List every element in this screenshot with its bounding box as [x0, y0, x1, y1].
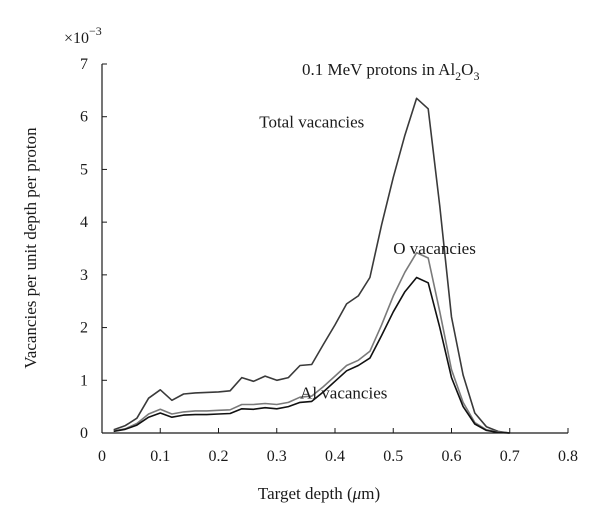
annotation-al-vacancies: Al vacancies: [300, 384, 387, 403]
chart-title-sub2: 3: [473, 69, 479, 83]
annotation-o-vacancies: O vacancies: [393, 239, 476, 258]
chart-title-mid: O: [461, 60, 473, 79]
x-axis-label-suffix: m): [361, 484, 380, 503]
x-tick-label: 0.3: [267, 448, 287, 465]
y-tick-label: 4: [80, 214, 88, 231]
x-tick-label: 0: [98, 448, 106, 465]
annotations: Total vacancies O vacancies Al vacancies: [259, 112, 476, 402]
x-tick-label: 0.6: [442, 448, 462, 465]
y-tick-label: 0: [80, 425, 88, 442]
x-tick-label: 0.1: [150, 448, 170, 465]
x-axis-label-mu: μ: [352, 484, 362, 503]
x-tick-label: 0.7: [500, 448, 520, 465]
plot-lines: [113, 97, 510, 434]
x-tick-label: 0.2: [209, 448, 229, 465]
x-tick-label: 0.4: [325, 448, 345, 465]
annotation-total-vacancies: Total vacancies: [259, 112, 364, 131]
series-line-o-vacancies: [113, 251, 510, 434]
y-multiplier-base: ×10: [64, 30, 89, 47]
y-tick-label: 3: [80, 267, 88, 284]
x-tick-label: 0.8: [558, 448, 578, 465]
y-multiplier-exponent: −3: [89, 24, 102, 38]
series-line-total-vacancies: [113, 97, 510, 434]
x-axis-label: Target depth (μm): [258, 484, 380, 503]
series-line-al-vacancies: [113, 276, 510, 434]
y-multiplier-label: ×10−3: [64, 24, 102, 47]
y-tick-label: 7: [80, 56, 88, 73]
chart-title: 0.1 MeV protons in Al2O3: [302, 60, 479, 83]
y-tick-label: 1: [80, 372, 88, 389]
x-ticks: 0 0.1 0.2 0.3 0.4 0.5 0.6 0.7 0.8: [98, 428, 578, 465]
y-tick-label: 2: [80, 320, 88, 337]
chart-title-sub1: 2: [455, 69, 461, 83]
y-axis-label: Vacancies per unit depth per proton: [21, 127, 40, 369]
x-tick-label: 0.5: [383, 448, 403, 465]
y-ticks: 0 1 2 3 4 5 6 7: [80, 56, 107, 442]
y-tick-label: 5: [80, 161, 88, 178]
x-axis-label-prefix: Target depth (: [258, 484, 353, 503]
y-tick-label: 6: [80, 109, 88, 126]
chart-title-prefix: 0.1 MeV protons in Al: [302, 60, 455, 79]
